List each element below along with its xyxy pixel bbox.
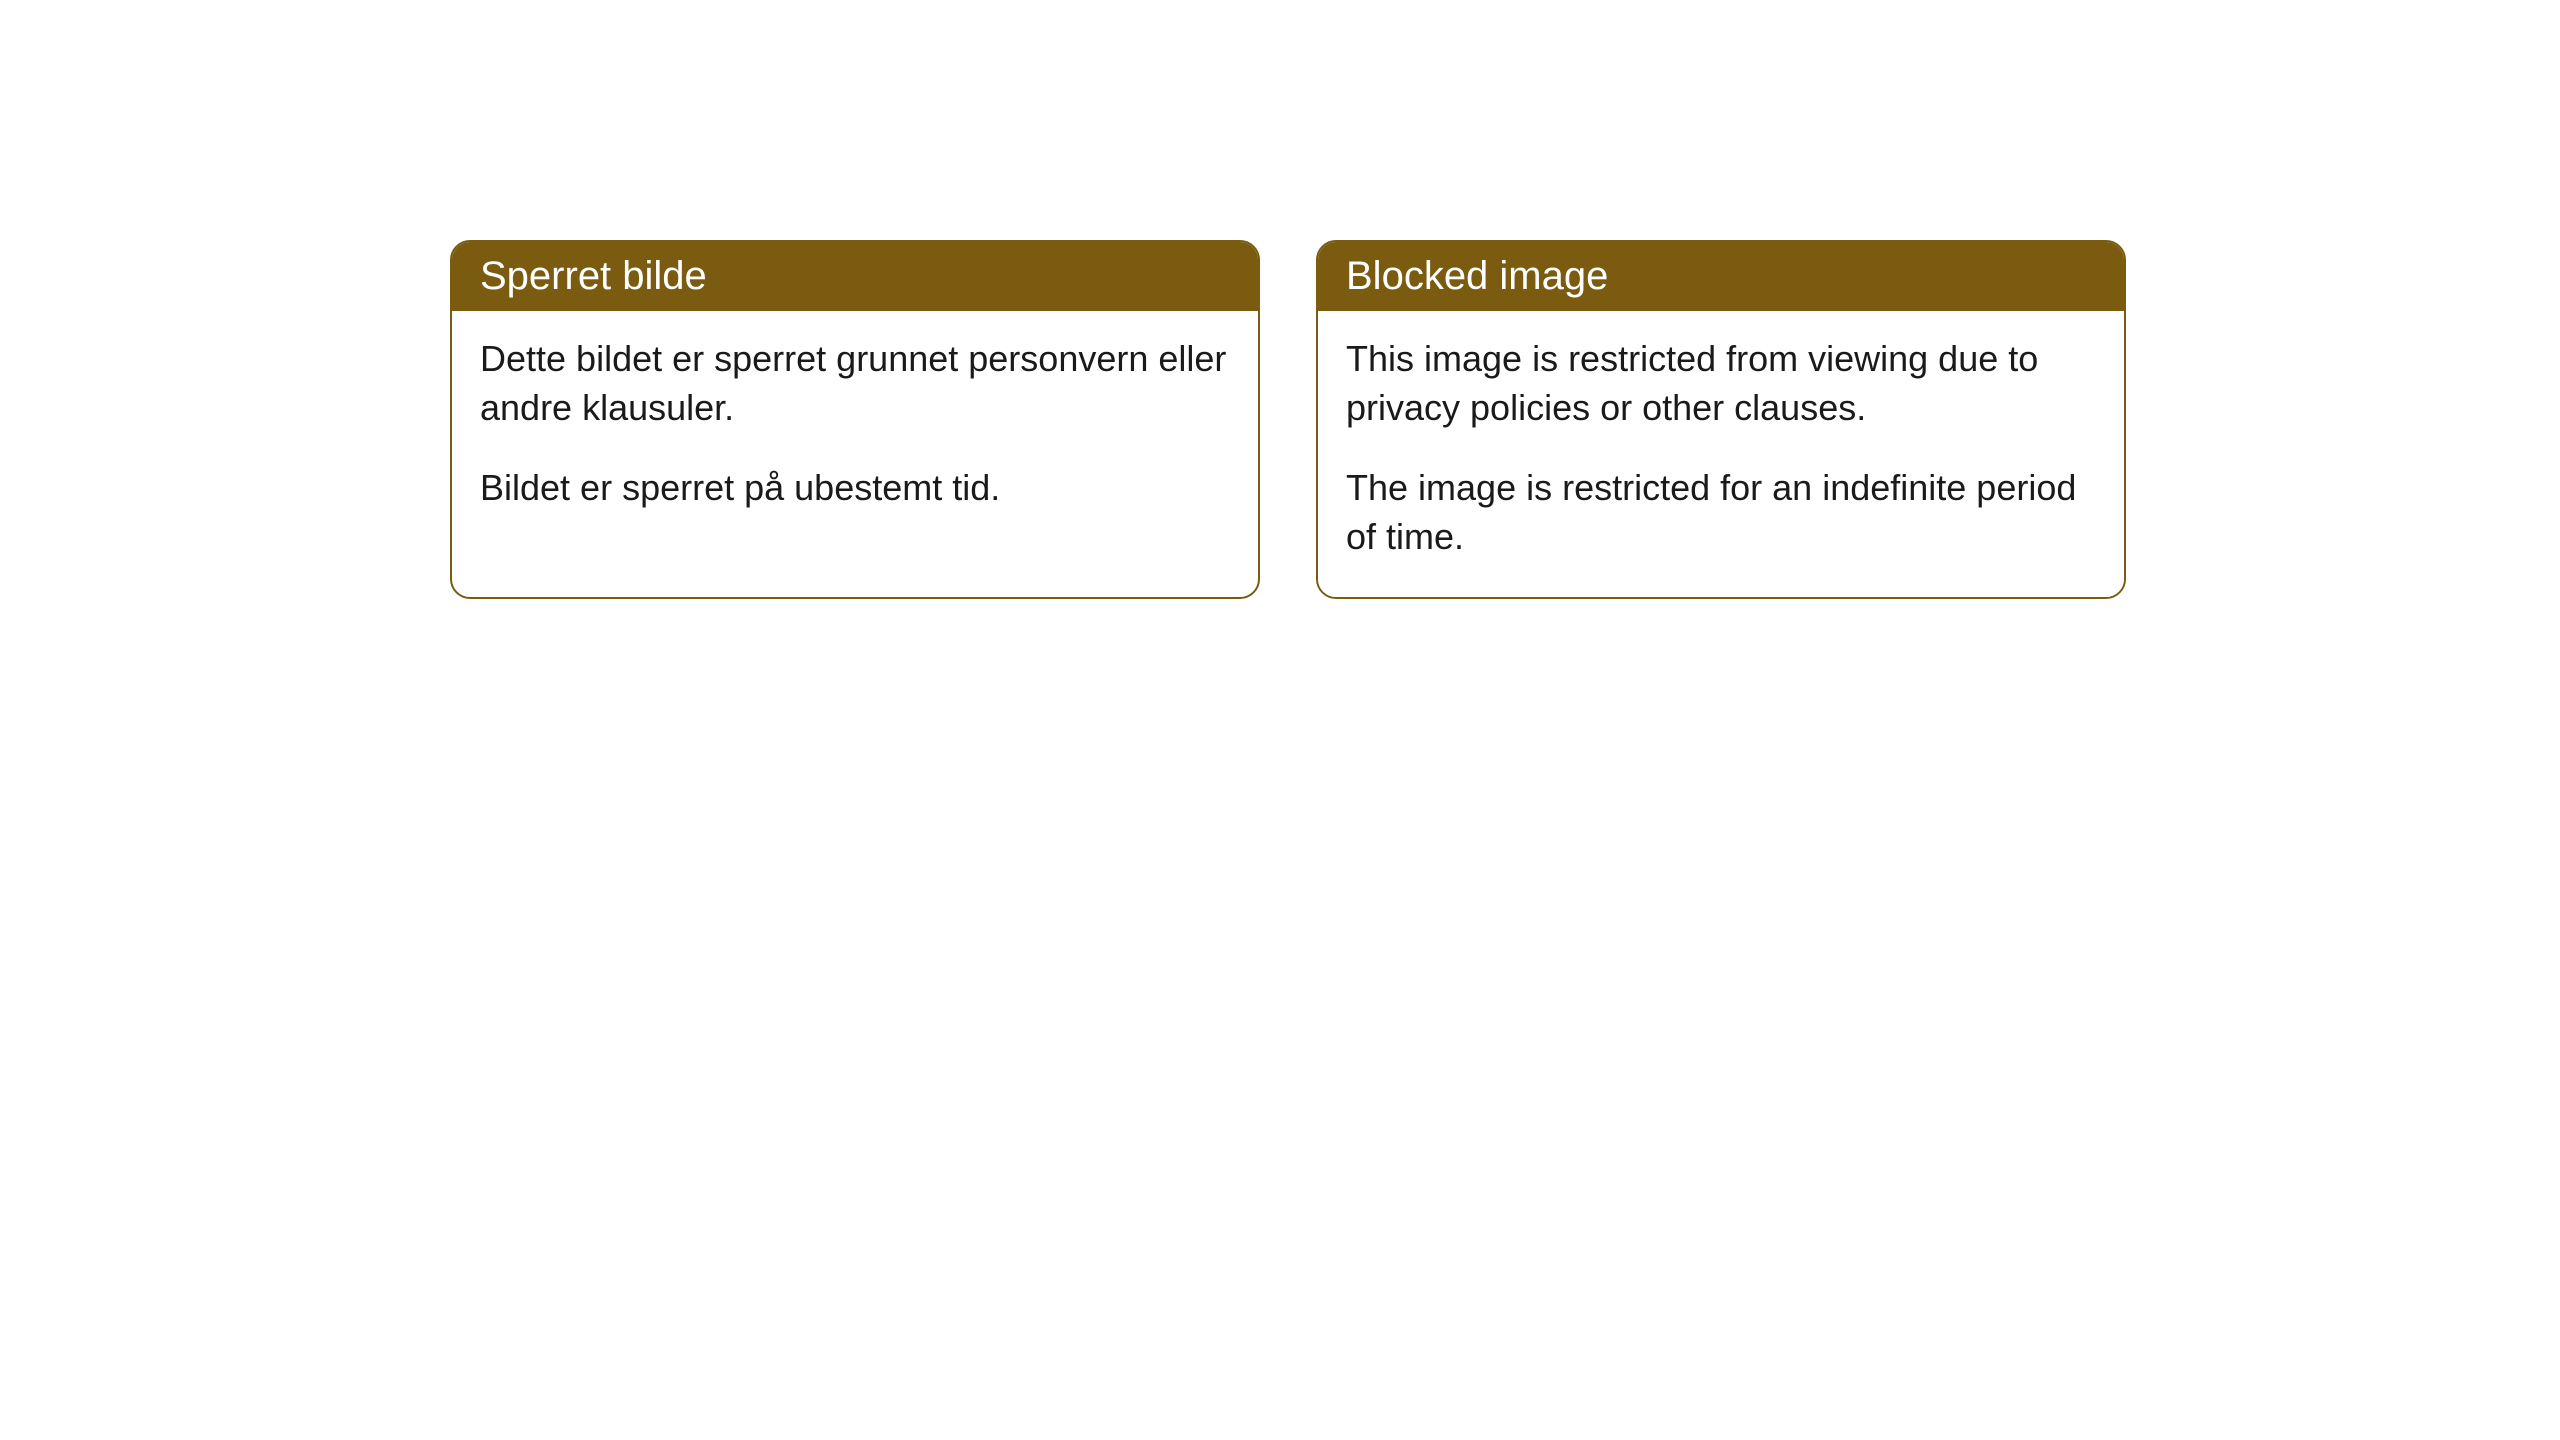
- card-body: Dette bildet er sperret grunnet personve…: [452, 311, 1258, 549]
- notification-cards-container: Sperret bilde Dette bildet er sperret gr…: [450, 240, 2560, 599]
- card-paragraph-2: The image is restricted for an indefinit…: [1346, 464, 2096, 561]
- card-header: Blocked image: [1318, 242, 2124, 311]
- card-body: This image is restricted from viewing du…: [1318, 311, 2124, 597]
- card-title: Blocked image: [1346, 254, 1608, 298]
- card-paragraph-1: Dette bildet er sperret grunnet personve…: [480, 335, 1230, 432]
- blocked-image-card-norwegian: Sperret bilde Dette bildet er sperret gr…: [450, 240, 1260, 599]
- blocked-image-card-english: Blocked image This image is restricted f…: [1316, 240, 2126, 599]
- card-header: Sperret bilde: [452, 242, 1258, 311]
- card-paragraph-2: Bildet er sperret på ubestemt tid.: [480, 464, 1230, 513]
- card-paragraph-1: This image is restricted from viewing du…: [1346, 335, 2096, 432]
- card-title: Sperret bilde: [480, 254, 707, 298]
